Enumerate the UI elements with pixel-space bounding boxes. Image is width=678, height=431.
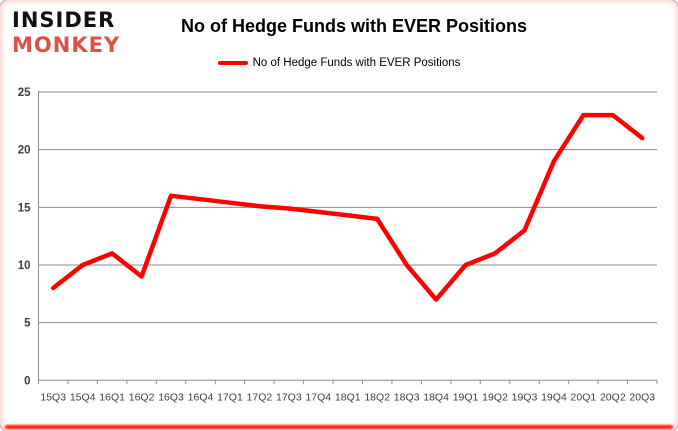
- series-line: [50, 112, 645, 302]
- y-axis-tick-label: 20: [18, 145, 31, 157]
- legend-line-swatch: [217, 61, 248, 65]
- x-axis-tick-label: 17Q4: [305, 391, 331, 403]
- legend: No of Hedge Funds with EVER Positions: [0, 57, 678, 69]
- x-axis-tick-label: 17Q1: [217, 391, 243, 403]
- legend-label: No of Hedge Funds with EVER Positions: [252, 57, 461, 69]
- y-axis-tick-label: 15: [18, 202, 31, 214]
- x-axis-tick-label: 17Q3: [276, 391, 302, 403]
- x-axis-tick-label: 18Q4: [423, 391, 449, 403]
- logo-monkey-text: MONKEY: [12, 33, 121, 57]
- x-axis-tick-label: 16Q2: [129, 391, 155, 403]
- x-axis-tick-label: 20Q2: [600, 391, 626, 403]
- x-axis-tick-label: 19Q2: [482, 391, 508, 403]
- x-axis-tick-label: 15Q3: [40, 391, 66, 403]
- line-chart: 0 5 10 15 20 25 15Q3 15Q4 16Q1 16Q2 16Q3 16Q4 17Q1 17…: [18, 87, 658, 403]
- x-axis-tick-label: 18Q3: [394, 391, 420, 403]
- x-axis-tick-label: 20Q3: [629, 391, 655, 403]
- x-axis-tick-label: 19Q3: [512, 391, 538, 403]
- logo-insider-text: INSIDER: [12, 8, 116, 32]
- y-axis-tick-label: 0: [24, 375, 30, 387]
- y-axis-tick-label: 25: [18, 87, 31, 99]
- x-axis-tick-label: 16Q3: [158, 391, 184, 403]
- x-axis-tick-label: 19Q4: [541, 391, 567, 403]
- x-axis-tick-label: 19Q1: [453, 391, 479, 403]
- x-axis-tick-label: 16Q4: [188, 391, 214, 403]
- insider-monkey-logo: INSIDER MONKEY: [12, 8, 120, 58]
- x-axis-tick-label: 16Q1: [99, 391, 125, 403]
- chart-title: No of Hedge Funds with EVER Positions: [180, 16, 527, 36]
- x-axis-tick-label: 18Q1: [335, 391, 361, 403]
- x-axis-tick-label: 17Q2: [247, 391, 273, 403]
- y-axis-tick-label: 5: [24, 318, 31, 330]
- bottom-red-border: [5, 425, 673, 429]
- x-axis-tick-label: 15Q4: [70, 391, 96, 403]
- y-axis-tick-label: 10: [18, 260, 31, 272]
- x-axis-tick-label: 18Q2: [364, 391, 390, 403]
- x-axis-tick-label: 20Q1: [571, 391, 597, 403]
